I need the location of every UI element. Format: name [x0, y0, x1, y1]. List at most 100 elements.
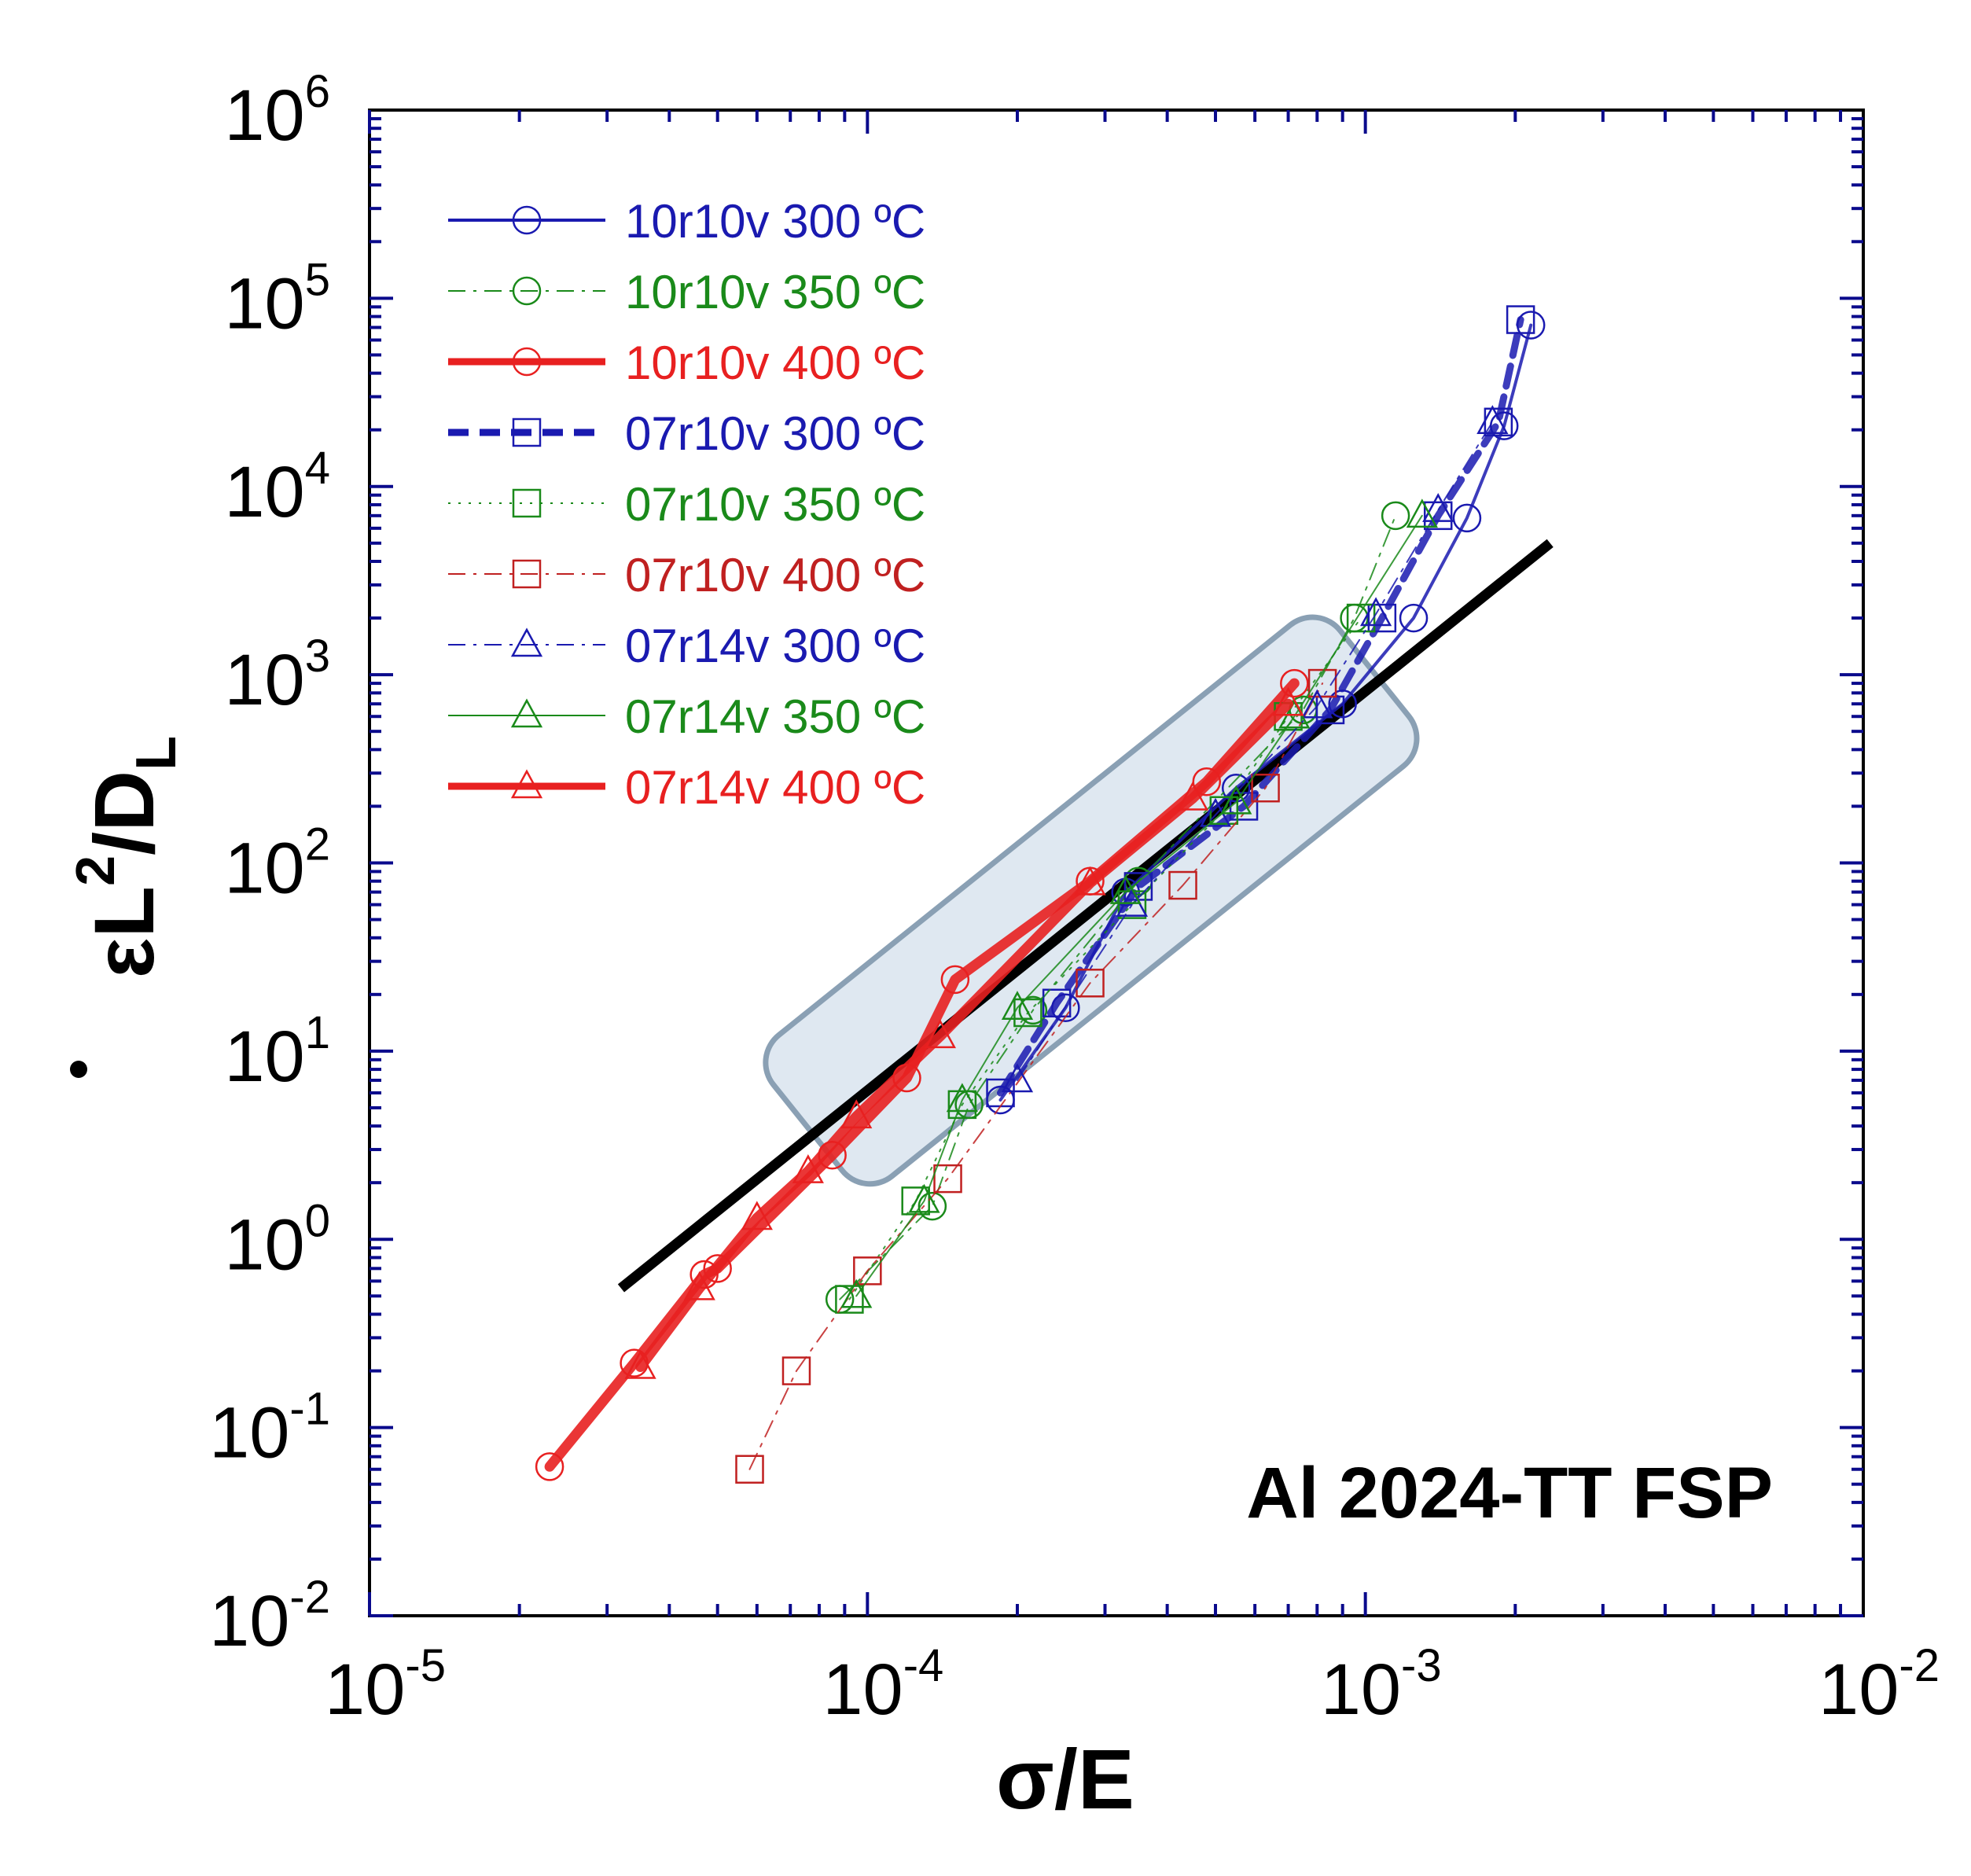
series-line [848, 617, 1362, 1300]
y-axis-title-sub: L [125, 736, 188, 771]
legend-marker [512, 488, 542, 518]
legend-marker [512, 559, 542, 589]
legend-label: 07r14v 350 ºC [625, 690, 925, 743]
reference-line-layer [617, 539, 1554, 1293]
legend-marker [512, 205, 542, 235]
y-tick-label: 100 [224, 1195, 330, 1285]
data-point [1251, 773, 1280, 803]
data-point [1168, 870, 1197, 900]
series-layer [535, 305, 1546, 1484]
legend-label: 07r10v 400 ºC [625, 549, 925, 601]
data-point [735, 1455, 764, 1484]
legend-label: 10r10v 300 ºC [625, 195, 925, 248]
data-point [908, 1183, 940, 1213]
data-point [683, 1271, 715, 1300]
series-6 [735, 668, 1337, 1484]
series-line [997, 316, 1524, 1097]
legend-item: 07r14v 350 ºC [448, 690, 925, 743]
data-point [1406, 498, 1438, 528]
y-tick-label: 106 [224, 66, 330, 156]
y-axis-title: εL2/DL [64, 736, 188, 1078]
data-point [1001, 991, 1034, 1020]
data-point [1001, 1063, 1034, 1093]
data-point [1359, 597, 1392, 627]
data-point [933, 1164, 962, 1194]
svg-text:εL2/DL: εL2/DL [64, 736, 188, 978]
legend-label: 07r10v 300 ºC [625, 407, 925, 460]
series-line [635, 698, 1294, 1372]
legend-label: 07r14v 400 ºC [625, 761, 925, 814]
data-point [917, 1191, 947, 1221]
data-point [1452, 503, 1482, 533]
data-point [940, 965, 970, 995]
x-tick-label: 10-3 [1321, 1640, 1442, 1730]
legend-item: 07r10v 300 ºC [448, 407, 925, 460]
series-line [855, 514, 1423, 1297]
legend-label: 07r10v 350 ºC [625, 478, 925, 531]
legend-item: 07r14v 300 ºC [448, 620, 925, 672]
data-point [946, 1083, 978, 1113]
data-point [624, 1349, 656, 1379]
legend-marker [512, 347, 542, 377]
y-tick-label: 104 [224, 443, 330, 532]
data-point [1074, 866, 1106, 896]
series-line [1017, 421, 1494, 1081]
data-point [1109, 874, 1142, 904]
legend-label: 10r10v 350 ºC [625, 266, 925, 318]
data-point [1506, 305, 1535, 334]
legend-item: 10r10v 300 ºC [448, 195, 925, 248]
reference-line [617, 539, 1554, 1293]
data-point [1367, 603, 1397, 633]
y-axis-title-d: /D [76, 771, 171, 855]
y-axis-title-eps: ε [76, 938, 171, 978]
data-point [1346, 603, 1376, 633]
legend-marker [510, 769, 543, 799]
y-tick-label: 103 [224, 631, 330, 720]
data-point [741, 1201, 773, 1230]
tick-labels: 10-5 10-4 10-3 10-2 10-2 10-1 100 101 102 103 104 1… [209, 66, 1940, 1730]
data-point [1399, 603, 1429, 633]
y-axis-title-l: L [76, 886, 171, 938]
data-point [835, 1285, 864, 1314]
axis-ticks [368, 110, 1863, 1617]
data-point [1272, 686, 1304, 716]
x-tick-label: 10-5 [325, 1640, 446, 1730]
data-point [1176, 781, 1209, 811]
data-point [947, 1090, 977, 1120]
data-point [1076, 969, 1105, 998]
x-tick-label: 10-2 [1818, 1640, 1940, 1730]
data-point [1381, 501, 1410, 531]
legend-marker [510, 698, 543, 728]
legend-item: 10r10v 350 ºC [448, 266, 925, 318]
data-point [703, 1254, 732, 1283]
data-point [535, 1452, 564, 1481]
data-point [1018, 995, 1048, 1025]
legend-marker [512, 276, 542, 306]
x-axis-title: σ/E [996, 1731, 1134, 1826]
series-7 [1001, 405, 1509, 1093]
legend: 10r10v 300 ºC 10r10v 350 ºC 10r10v 400 ºC 0… [448, 195, 925, 814]
data-point [1220, 785, 1252, 815]
data-point [1301, 689, 1333, 719]
legend-marker [512, 418, 542, 447]
y-axis-title-dot [70, 1061, 87, 1078]
data-point [924, 1019, 956, 1049]
y-tick-label: 102 [224, 819, 330, 909]
legend-label: 10r10v 400 ºC [625, 337, 925, 389]
data-point [1042, 988, 1072, 1018]
legend-item: 07r10v 350 ºC [448, 478, 925, 531]
y-tick-label: 101 [224, 1007, 330, 1097]
data-point [1423, 501, 1453, 531]
series-8 [840, 498, 1438, 1308]
data-point [781, 1356, 811, 1385]
x-tick-label: 10-4 [822, 1640, 943, 1730]
data-point [1280, 668, 1309, 698]
chart-annotation: Al 2024-TT FSP [1246, 1453, 1773, 1533]
data-point [1422, 493, 1454, 522]
data-point [1476, 405, 1509, 435]
legend-item: 07r14v 400 ºC [448, 761, 925, 814]
legend-marker [510, 627, 543, 657]
y-tick-label: 10-1 [209, 1384, 330, 1473]
y-tick-label: 105 [224, 254, 330, 344]
